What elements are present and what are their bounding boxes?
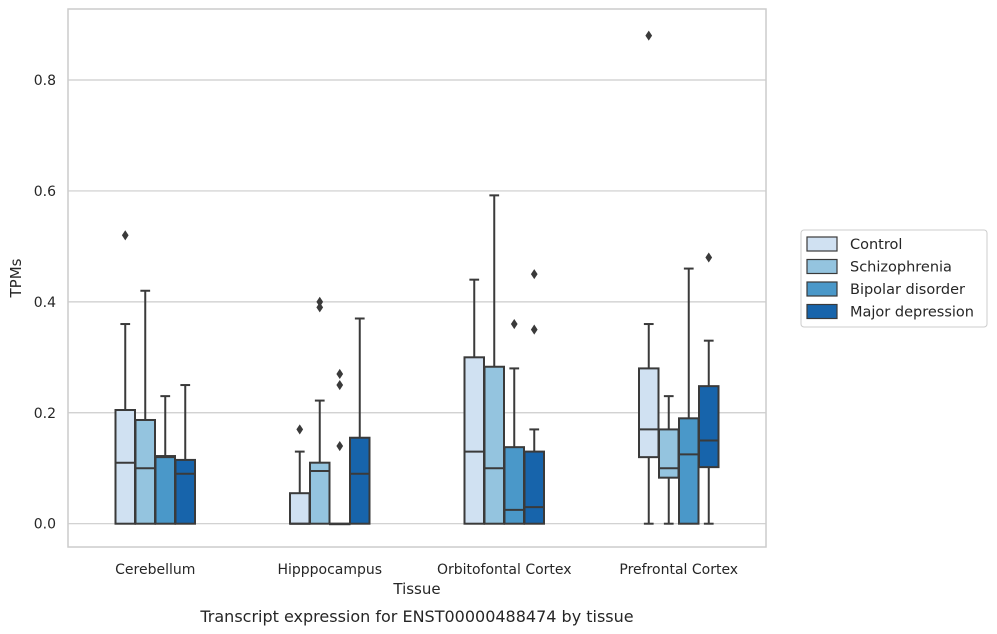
box-iqr <box>154 455 176 525</box>
box-iqr <box>289 492 311 525</box>
outlier-point <box>336 441 344 452</box>
box-series <box>114 30 720 526</box>
x-tick-label: Orbitofontal Cortex <box>437 562 572 578</box>
series-schizophrenia <box>134 194 680 525</box>
series-major-depression <box>174 252 720 525</box>
outlier-point <box>645 30 653 41</box>
x-tick-labels: Cerebellum Hipppocampus Orbitofontal Corte… <box>115 562 738 578</box>
outlier-point <box>336 368 344 379</box>
box-iqr <box>503 446 525 525</box>
box-group <box>114 230 136 525</box>
outlier-point <box>530 269 538 280</box>
legend-label: Major depression <box>850 305 974 321</box>
y-tick-label: 0.0 <box>34 517 56 533</box>
y-tick-label: 0.8 <box>34 73 56 89</box>
series-bipolar-disorder <box>154 267 700 526</box>
legend-swatch <box>806 303 838 320</box>
box-iqr <box>134 418 156 525</box>
box-iqr <box>698 385 720 469</box>
box-iqr <box>349 436 371 525</box>
box-iqr <box>483 365 505 525</box>
outlier-point <box>510 318 518 330</box>
outlier-point <box>530 324 538 335</box>
y-tick-labels: 0.0 0.2 0.4 0.6 0.8 <box>34 73 56 533</box>
y-axis-label: TPMs <box>7 258 25 298</box>
legend-label: Schizophrenia <box>850 260 952 276</box>
legend-swatch <box>806 281 838 297</box>
box-iqr <box>463 356 485 525</box>
plot-frame <box>67 8 767 548</box>
x-tick-label: Cerebellum <box>115 562 195 578</box>
box-iqr <box>678 417 700 525</box>
legend-swatch <box>806 236 838 252</box>
y-tick-label: 0.2 <box>34 406 56 422</box>
box-group <box>483 194 505 525</box>
outlier-point <box>336 380 344 391</box>
box-iqr <box>114 409 136 525</box>
box-iqr <box>309 461 331 525</box>
series-control <box>114 30 660 525</box>
legend-swatch <box>806 258 838 275</box>
box-group <box>309 296 331 525</box>
box-group <box>698 252 720 525</box>
box-group <box>638 30 660 525</box>
box-iqr <box>174 458 196 525</box>
box-group <box>289 424 311 525</box>
outlier-point <box>316 302 324 313</box>
box-group <box>678 267 700 525</box>
box-iqr <box>658 428 680 479</box>
outlier-point <box>316 296 324 307</box>
legend-label: Bipolar disorder <box>850 282 965 298</box>
box-group <box>329 368 351 526</box>
outlier-point <box>296 424 304 435</box>
box-group <box>349 317 371 525</box>
box-iqr <box>523 450 545 525</box>
box-group <box>523 269 545 525</box>
box-group <box>503 318 525 525</box>
legend-frame <box>800 229 988 328</box>
outlier-point <box>121 230 129 241</box>
box-iqr <box>638 367 660 459</box>
y-tick-label: 0.6 <box>34 184 56 200</box>
box-group <box>174 384 196 525</box>
box-group <box>463 278 485 525</box>
y-tick-label: 0.4 <box>34 295 56 311</box>
box-group <box>134 289 156 525</box>
legend: Control Schizophrenia Bipolar disorder Majo… <box>800 229 988 328</box>
legend-label: Control <box>850 237 902 253</box>
x-tick-label: Prefrontal Cortex <box>619 562 738 578</box>
x-tick-label: Hipppocampus <box>277 562 382 578</box>
outlier-point <box>705 252 713 263</box>
x-axis-label: Tissue <box>392 580 440 598</box>
chart-caption: Transcript expression for ENST0000048847… <box>199 607 633 626</box>
box-group <box>658 395 680 525</box>
box-group <box>154 395 176 525</box>
